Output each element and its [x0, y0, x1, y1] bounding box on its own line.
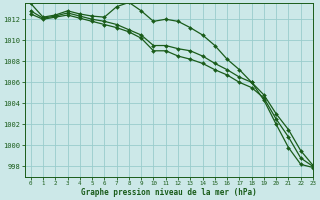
X-axis label: Graphe pression niveau de la mer (hPa): Graphe pression niveau de la mer (hPa): [81, 188, 257, 197]
